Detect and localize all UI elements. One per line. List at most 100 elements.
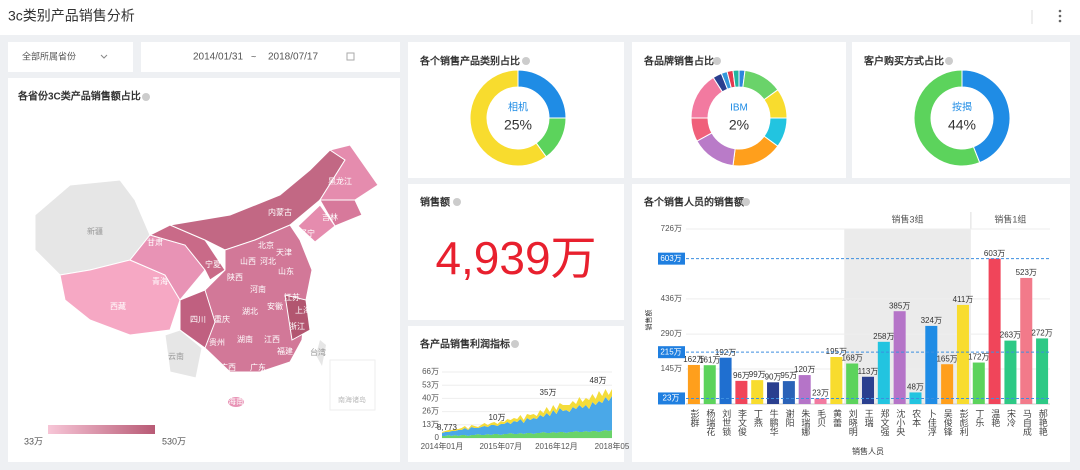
region-label: 广西	[220, 362, 236, 372]
x-tick-label: 刘世锁	[721, 408, 731, 437]
y-tick-label: 145万	[661, 364, 682, 373]
panel-title: 销售额	[420, 196, 450, 209]
bar	[925, 325, 938, 404]
page-title: 3c类别产品销售分析	[8, 8, 135, 24]
date-filter[interactable]	[141, 42, 400, 72]
region-label: 贵州	[209, 337, 225, 347]
inset-box	[329, 359, 376, 411]
x-tick-label: 宋冷	[1006, 408, 1016, 428]
bar	[941, 364, 954, 404]
region-label: 江苏	[284, 292, 300, 302]
y-axis-label: 销售额	[644, 310, 653, 331]
legend-min: 33万	[24, 436, 43, 446]
menu-dot[interactable]	[1058, 14, 1062, 18]
region-label: 山东	[278, 266, 294, 276]
bar	[814, 398, 827, 404]
y-tick-label: 13万	[422, 420, 439, 429]
bar	[893, 311, 906, 404]
bar	[988, 258, 1001, 404]
bar	[1036, 338, 1049, 404]
info-icon[interactable]	[945, 57, 953, 65]
region	[284, 294, 311, 341]
bar	[767, 382, 780, 404]
y-tick-label: 66万	[422, 367, 439, 376]
center-name: 相机	[508, 101, 528, 114]
panel-title: 各个销售人员的销售额	[643, 196, 744, 209]
region-label: 辽宁	[299, 228, 315, 238]
inset-label: 南海诸岛	[338, 395, 366, 404]
info-icon[interactable]	[713, 57, 721, 65]
y-tick-label: 290万	[661, 329, 682, 338]
region-label: 北京	[258, 240, 274, 250]
donut-segment	[732, 69, 740, 88]
info-icon[interactable]	[742, 198, 750, 206]
value-label: 258万	[873, 332, 894, 341]
info-icon[interactable]	[453, 198, 461, 206]
info-icon[interactable]	[511, 340, 519, 348]
date-start: 2014/01/31	[193, 52, 243, 63]
value-label: 385万	[889, 301, 910, 310]
region-label: 广东	[250, 362, 266, 372]
donut-segment	[469, 69, 547, 167]
value-label: 172万	[968, 353, 989, 362]
region-label: 澳门	[250, 378, 266, 388]
value-label: 113万	[858, 367, 879, 376]
bar	[877, 341, 890, 404]
region-label: 湖北	[242, 307, 258, 316]
value-label: 168万	[841, 354, 862, 363]
date-end: 2018/07/17	[268, 52, 318, 63]
menu-dot[interactable]	[1058, 9, 1062, 13]
x-tick-label: 杨瑞花	[705, 408, 715, 437]
panel-title: 客户购买方式占比	[863, 55, 944, 68]
region-label: 新疆	[87, 226, 103, 236]
panel-title: 各个销售产品类别占比	[419, 55, 520, 68]
value-label: 523万	[1016, 268, 1037, 277]
x-tick-label: 沈小央	[895, 408, 905, 437]
info-icon[interactable]	[522, 57, 530, 65]
value-label: 263万	[1000, 331, 1021, 340]
share-icon[interactable]: <	[124, 12, 130, 23]
x-tick-label: 吴俊锋	[943, 409, 953, 437]
value-label: 23万	[812, 389, 829, 398]
region-label: 河南	[250, 284, 266, 294]
bar	[703, 365, 716, 404]
region-label: 上海	[295, 305, 311, 315]
region	[297, 204, 336, 243]
province-filter-text: 全部所属省份	[22, 50, 76, 61]
region-label: 四川	[190, 315, 206, 324]
value-label: 165万	[936, 354, 957, 363]
panel-title: 各产品销售利润指标	[419, 338, 510, 351]
x-tick-label: 2016年12月	[535, 441, 578, 451]
region-label: 重庆	[214, 314, 230, 324]
x-tick-label: 温艳	[990, 409, 1000, 428]
menu-dot[interactable]	[1058, 19, 1062, 23]
value-label: 99万	[749, 370, 766, 379]
x-tick-label: 2018年05	[595, 441, 630, 451]
panel	[408, 326, 624, 462]
center-value: 44%	[948, 117, 976, 133]
bar	[1020, 277, 1033, 404]
reference-label: 215万	[660, 347, 681, 356]
bar	[972, 362, 985, 404]
value-label: 161万	[699, 355, 720, 364]
y-tick-label: 726万	[661, 224, 682, 233]
x-tick-label: 牛鹏华	[769, 408, 779, 437]
reference-badge	[658, 252, 685, 265]
y-tick-label: 0	[435, 433, 440, 442]
region-label: 陕西	[227, 272, 243, 282]
bar	[846, 363, 859, 404]
bar	[751, 380, 764, 404]
info-icon[interactable]	[142, 93, 150, 101]
x-tick-label: 刘晓明	[848, 408, 858, 437]
province-filter[interactable]	[8, 42, 133, 72]
x-tick-label: 卜佳浮	[927, 409, 937, 436]
group-label: 销售1组	[994, 213, 1026, 224]
group-label: 销售3组	[892, 213, 924, 224]
x-tick-label: 郑文强	[879, 408, 889, 437]
region	[316, 340, 326, 366]
annotation: 8,773	[437, 423, 458, 432]
date-separator: ~	[251, 51, 256, 61]
region-label: 云南	[168, 351, 184, 361]
value-label: 96万	[733, 371, 750, 380]
region	[164, 329, 203, 379]
